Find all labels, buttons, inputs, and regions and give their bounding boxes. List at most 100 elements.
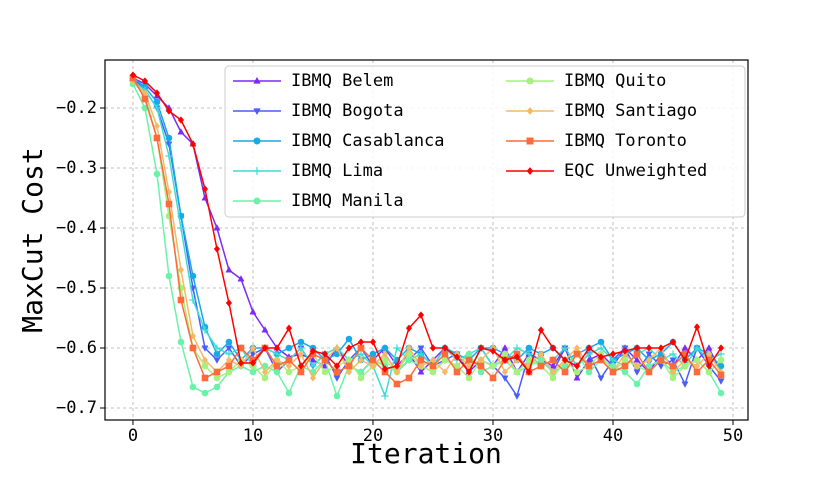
marker [261,326,269,333]
marker [513,368,521,376]
marker [177,224,185,232]
marker [297,362,305,370]
marker [526,167,534,175]
y-tick-label: −0.7 [56,398,97,418]
marker [249,308,257,315]
marker [253,197,261,205]
y-tick-label: −0.6 [56,338,97,358]
marker [717,389,725,397]
marker [213,357,221,364]
marker [405,374,413,382]
marker [177,266,185,274]
marker [477,344,485,352]
marker [345,362,353,370]
marker [645,368,653,376]
marker [249,344,257,352]
marker [669,368,677,376]
marker [453,353,461,361]
marker [189,332,197,340]
marker [201,362,209,370]
marker [405,324,413,332]
y-tick-label: −0.5 [56,278,97,298]
marker [501,375,509,382]
marker [645,356,653,364]
marker [213,344,221,352]
marker [417,356,425,364]
marker [489,362,497,370]
marker [261,368,269,376]
marker [465,374,473,382]
marker [549,362,557,369]
marker [309,362,317,370]
marker [345,368,353,376]
legend-box [224,65,746,218]
marker [393,344,401,352]
marker [201,345,209,352]
series [129,71,725,376]
marker [609,368,617,376]
marker [705,362,713,370]
marker [381,344,389,352]
marker [177,128,185,135]
marker [585,356,593,363]
plot-frame [104,59,749,421]
marker [429,362,437,370]
marker [333,375,341,382]
marker [633,344,641,352]
marker [597,375,605,382]
marker [549,374,557,382]
marker [357,356,365,364]
marker [489,347,497,355]
marker [513,393,521,400]
marker [357,344,365,352]
x-tick-label: 0 [128,426,138,446]
marker [526,137,534,145]
marker [537,362,545,370]
marker [573,368,581,376]
marker [213,245,221,253]
marker [645,344,653,352]
x-tick-label: 40 [603,426,623,446]
marker [693,368,701,376]
marker [357,338,365,346]
marker [501,344,509,351]
marker [537,326,545,334]
marker [201,374,209,382]
marker [417,368,425,375]
marker [213,374,221,382]
marker [333,392,341,400]
marker [253,76,261,84]
marker [597,353,605,361]
marker [253,108,261,116]
marker [381,365,389,373]
marker [525,350,533,358]
marker [213,383,221,391]
marker [681,356,689,364]
marker [237,275,245,282]
marker [273,362,281,370]
marker [633,362,641,370]
marker [657,356,665,364]
marker [369,356,377,364]
marker [309,374,317,382]
legend-label: IBMQ Lima [291,161,383,181]
y-tick-label: −0.2 [56,98,97,118]
legend-label: IBMQ Manila [291,191,404,211]
marker [477,368,485,376]
marker [597,344,605,352]
legend-label: IBMQ Belem [291,71,393,91]
marker [669,338,677,346]
marker [165,107,173,115]
marker [165,200,173,208]
marker [189,344,197,352]
marker [273,368,281,376]
marker [453,368,461,376]
marker [657,344,665,352]
marker [357,374,365,382]
marker [297,368,305,376]
x-axis-label: Iteration [350,437,502,470]
marker [201,356,209,364]
marker [681,362,689,370]
marker [633,356,641,363]
marker [465,356,473,364]
